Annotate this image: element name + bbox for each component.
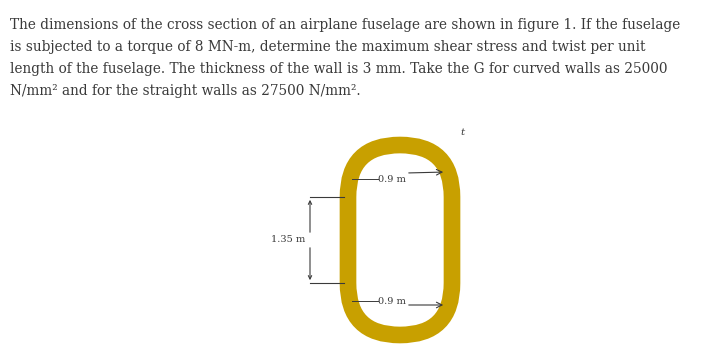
Text: The dimensions of the cross section of an airplane fuselage are shown in figure : The dimensions of the cross section of a… bbox=[10, 18, 680, 32]
Text: N/mm² and for the straight walls as 27500 N/mm².: N/mm² and for the straight walls as 2750… bbox=[10, 84, 360, 98]
FancyBboxPatch shape bbox=[348, 145, 452, 335]
Text: 0.9 m: 0.9 m bbox=[378, 296, 406, 305]
Text: is subjected to a torque of 8 MN-m, determine the maximum shear stress and twist: is subjected to a torque of 8 MN-m, dete… bbox=[10, 40, 646, 54]
Text: length of the fuselage. The thickness of the wall is 3 mm. Take the G for curved: length of the fuselage. The thickness of… bbox=[10, 62, 668, 76]
Text: 1.35 m: 1.35 m bbox=[271, 236, 305, 245]
Text: t: t bbox=[460, 128, 464, 137]
Text: 0.9 m: 0.9 m bbox=[378, 174, 406, 184]
